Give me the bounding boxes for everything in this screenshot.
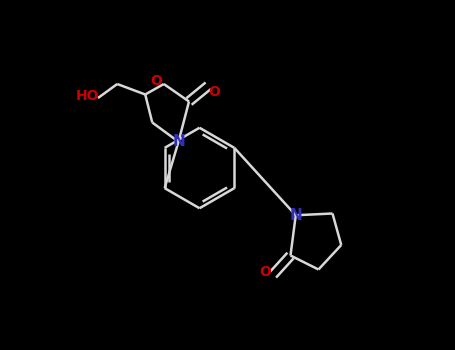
Text: O: O — [259, 265, 271, 279]
Text: O: O — [150, 74, 162, 88]
Text: N: N — [289, 208, 302, 223]
Text: O: O — [208, 85, 221, 99]
Text: N: N — [172, 134, 185, 149]
Text: HO: HO — [76, 89, 99, 103]
